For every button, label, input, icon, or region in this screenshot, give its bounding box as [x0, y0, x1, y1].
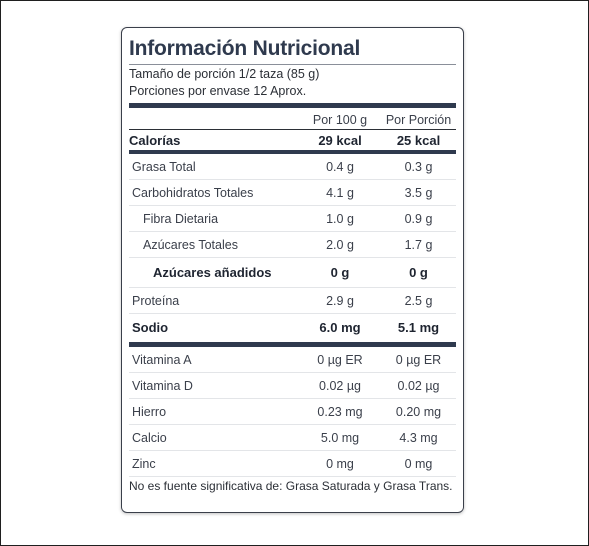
nutrient-row-grasa-total: Grasa Total 0.4 g 0.3 g: [129, 154, 456, 180]
nutrient-row-sodio: Sodio 6.0 mg 5.1 mg: [129, 314, 456, 340]
nutrient-per-serving: 3.5 g: [404, 185, 433, 200]
mineral-row-calcio: Calcio 5.0 mg 4.3 mg: [129, 425, 456, 451]
mineral-row-zinc: Zinc 0 mg 0 mg: [129, 451, 456, 477]
mineral-row-hierro: Hierro 0.23 mg 0.20 mg: [129, 399, 456, 425]
title-divider: [129, 64, 456, 65]
thick-divider-top: [129, 103, 456, 108]
servings-per-container: Porciones por envase 12 Aprox.: [129, 84, 307, 98]
vitamin-per-serving: 0 mg: [404, 456, 433, 471]
nutrient-per-serving: 0.3 g: [404, 159, 433, 174]
nutrient-per100: 2.9 g: [326, 293, 354, 308]
nutrient-per-serving: 0.9 g: [404, 211, 433, 226]
vitamin-per-serving: 0 µg ER: [395, 352, 442, 367]
calories-per100: 29 kcal: [318, 132, 362, 148]
nutrient-per100: 2.0 g: [326, 237, 354, 252]
nutrient-label: Azúcares Totales: [143, 237, 238, 252]
nutrient-row-azucares-anadidos: Azúcares añadidos 0 g 0 g: [129, 258, 456, 288]
vitamin-row-a: Vitamina A 0 µg ER 0 µg ER: [129, 347, 456, 373]
calories-row: Calorías 29 kcal 25 kcal: [129, 130, 456, 150]
nutrition-label: Información Nutricional Tamaño de porció…: [121, 27, 464, 513]
nutrient-per100: 6.0 mg: [319, 319, 361, 335]
column-header-per-serving: Por Porción: [385, 112, 452, 127]
vitamin-per100: 0.23 mg: [317, 404, 363, 419]
nutrient-per100: 0 g: [330, 265, 350, 280]
nutrient-label: Carbohidratos Totales: [132, 185, 254, 200]
nutrient-per-serving: 1.7 g: [404, 237, 433, 252]
vitamin-per-serving: 0.02 µg: [397, 378, 440, 393]
vitamin-label: Vitamina A: [132, 352, 192, 367]
thick-divider-calories: [129, 150, 456, 154]
nutrient-per-serving: 5.1 mg: [397, 319, 440, 335]
vitamin-label: Vitamina D: [132, 378, 193, 393]
nutrient-per-serving: 2.5 g: [404, 293, 433, 308]
nutrient-label: Grasa Total: [132, 159, 196, 174]
nutrient-row-carbohidratos: Carbohidratos Totales 4.1 g 3.5 g: [129, 180, 456, 206]
calories-label: Calorías: [129, 132, 181, 148]
vitamin-label: Zinc: [132, 456, 156, 471]
nutrient-label: Proteína: [132, 293, 180, 308]
nutrient-per-serving: 0 g: [409, 265, 428, 280]
vitamin-per100: 0 µg ER: [317, 352, 363, 367]
label-title: Información Nutricional: [129, 37, 361, 60]
vitamin-per100: 0.02 µg: [319, 378, 361, 393]
column-header-per100: Por 100 g: [312, 112, 368, 127]
nutrient-row-azucares-totales: Azúcares Totales 2.0 g 1.7 g: [129, 232, 456, 258]
vitamin-per100: 5.0 mg: [320, 430, 360, 445]
vitamin-label: Calcio: [132, 430, 167, 445]
vitamin-per-serving: 0.20 mg: [395, 404, 442, 419]
header-divider: [129, 129, 456, 130]
serving-size: Tamaño de porción 1/2 taza (85 g): [129, 67, 320, 81]
vitamin-row-d: Vitamina D 0.02 µg 0.02 µg: [129, 373, 456, 399]
nutrient-row-fibra: Fibra Dietaria 1.0 g 0.9 g: [129, 206, 456, 232]
nutrient-label: Fibra Dietaria: [143, 211, 219, 226]
vitamin-per-serving: 4.3 mg: [399, 430, 438, 445]
vitamin-per100: 0 mg: [326, 456, 354, 471]
column-header-row: Por 100 g Por Porción: [129, 110, 456, 129]
nutrient-per100: 0.4 g: [326, 159, 354, 174]
thick-divider-vitamins: [129, 342, 456, 347]
vitamin-label: Hierro: [132, 404, 167, 419]
nutrient-label: Sodio: [132, 319, 169, 335]
nutrient-row-proteina: Proteína 2.9 g 2.5 g: [129, 288, 456, 314]
nutrient-per100: 4.1 g: [326, 185, 354, 200]
nutrient-per100: 1.0 g: [326, 211, 354, 226]
calories-per-serving: 25 kcal: [396, 132, 441, 148]
footnote: No es fuente significativa de: Grasa Sat…: [129, 479, 453, 493]
nutrient-label: Azúcares añadidos: [153, 265, 272, 280]
